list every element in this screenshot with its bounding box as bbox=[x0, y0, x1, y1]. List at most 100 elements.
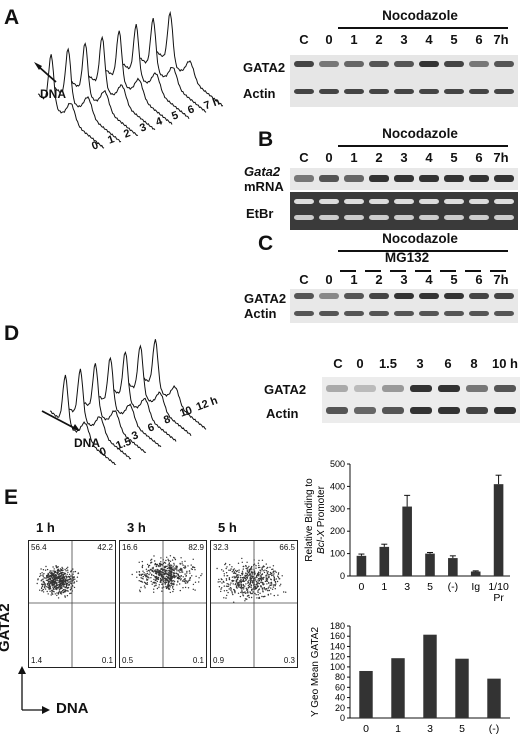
y-tick-label: 140 bbox=[330, 641, 345, 651]
y-tick-label: 100 bbox=[330, 662, 345, 672]
lane-label: 6 bbox=[475, 272, 483, 287]
blot-band bbox=[369, 293, 389, 299]
blot-band bbox=[344, 61, 364, 67]
x-tick-label: 5 bbox=[427, 581, 433, 593]
rtpcr-gel-b bbox=[290, 168, 518, 230]
blot-band bbox=[469, 61, 489, 67]
blot-band bbox=[294, 311, 314, 316]
blot-band bbox=[444, 175, 464, 182]
blot-band bbox=[319, 293, 339, 299]
histogram-trace bbox=[140, 17, 207, 113]
lane-label: 5 bbox=[450, 150, 458, 165]
flow-scatter-3h bbox=[120, 541, 206, 667]
blot-band bbox=[410, 385, 432, 392]
blot-band bbox=[494, 175, 514, 182]
blot-band bbox=[494, 385, 516, 392]
x-tick-label: 1 bbox=[395, 723, 401, 735]
blot-band bbox=[369, 175, 389, 182]
blot-band bbox=[344, 311, 364, 316]
blot-band bbox=[344, 293, 364, 299]
quadrant-ll: 0.9 bbox=[213, 656, 225, 665]
blot-band bbox=[382, 385, 404, 392]
blot-band bbox=[369, 199, 389, 204]
y-tick-label: 160 bbox=[330, 631, 345, 641]
header-underline-b bbox=[338, 145, 508, 147]
mg132-lane-line bbox=[440, 270, 456, 272]
histogram-trace bbox=[156, 10, 224, 107]
gene-name: Gata2 bbox=[244, 164, 281, 179]
lane-label: 10 h bbox=[491, 356, 518, 371]
y-tick-label: 100 bbox=[330, 549, 345, 559]
lane-label: 5 bbox=[450, 272, 458, 287]
blot-band bbox=[294, 293, 314, 299]
lane-label: 1 bbox=[350, 272, 358, 287]
panel-label-e: E bbox=[4, 486, 19, 509]
panel-label-d: D bbox=[4, 322, 20, 345]
flow-y-axis-label: GATA2 bbox=[0, 603, 13, 652]
row-label-gata2-mrna: Gata2 mRNA bbox=[244, 164, 284, 194]
blot-band bbox=[326, 385, 348, 392]
lane-label: 2 bbox=[375, 272, 383, 287]
lane-label: 3 bbox=[400, 272, 408, 287]
lane-label: 1 bbox=[350, 32, 358, 47]
blot-band bbox=[494, 61, 514, 67]
blot-band bbox=[494, 311, 514, 316]
blot-band bbox=[469, 311, 489, 316]
y-axis-label: Relative Binding to bbox=[304, 478, 315, 562]
bar bbox=[359, 670, 373, 718]
blot-header-c: Nocodazole bbox=[382, 231, 458, 246]
bar bbox=[493, 484, 504, 576]
blot-band bbox=[419, 199, 439, 204]
histogram-trace bbox=[79, 363, 147, 454]
western-blot-a bbox=[290, 55, 518, 107]
lane-label: 3 bbox=[416, 356, 424, 371]
bar bbox=[448, 558, 458, 576]
quadrant-ur: 66.5 bbox=[279, 543, 295, 552]
blot-band bbox=[382, 407, 404, 414]
blot-band bbox=[444, 311, 464, 316]
dna-arrowhead-d bbox=[72, 424, 80, 431]
histogram-trace bbox=[122, 23, 190, 120]
bar bbox=[425, 553, 435, 576]
histogram-trace bbox=[94, 356, 162, 448]
cell-cycle-histogram-d bbox=[41, 339, 207, 465]
quadrant-ll: 1.4 bbox=[31, 656, 43, 665]
x-tick-label: (-) bbox=[448, 581, 459, 593]
blot-band bbox=[394, 89, 414, 94]
blot-band bbox=[438, 407, 460, 414]
histogram-trace bbox=[140, 339, 207, 430]
mg132-lane-line bbox=[340, 270, 356, 272]
blot-band bbox=[344, 89, 364, 94]
blot-band bbox=[419, 61, 439, 67]
blot-band bbox=[294, 175, 314, 182]
blot-band bbox=[394, 293, 414, 299]
flow-title: 5 h bbox=[218, 520, 237, 535]
blot-band bbox=[294, 215, 314, 220]
bar bbox=[379, 546, 390, 576]
blot-band bbox=[469, 199, 489, 204]
x-tick-label: 0 bbox=[363, 723, 369, 735]
bar bbox=[391, 658, 405, 718]
bar bbox=[423, 634, 437, 718]
y-tick-label: 300 bbox=[330, 504, 345, 514]
panel-label-c: C bbox=[258, 232, 274, 255]
blot-band bbox=[294, 199, 314, 204]
y-tick-label: 180 bbox=[330, 621, 345, 631]
row-label-gata2-a: GATA2 bbox=[243, 60, 286, 75]
histogram-trace bbox=[49, 374, 117, 465]
blot-band bbox=[494, 293, 514, 299]
flow-plot-1h: 56.4 42.2 1.4 0.1 bbox=[28, 540, 116, 668]
quadrant-ll: 0.5 bbox=[122, 656, 134, 665]
blot-band bbox=[419, 293, 439, 299]
lane-label: 1.5 bbox=[378, 356, 398, 371]
lane-label: 0 bbox=[325, 272, 333, 287]
blot-band bbox=[469, 293, 489, 299]
histogram-trace bbox=[124, 344, 192, 437]
quadrant-ur: 42.2 bbox=[97, 543, 113, 552]
blot-band bbox=[294, 89, 314, 94]
blot-band bbox=[394, 215, 414, 220]
row-label-gata2-c: GATA2 bbox=[244, 291, 287, 306]
blot-band bbox=[444, 199, 464, 204]
mg132-lane-line bbox=[490, 270, 506, 272]
